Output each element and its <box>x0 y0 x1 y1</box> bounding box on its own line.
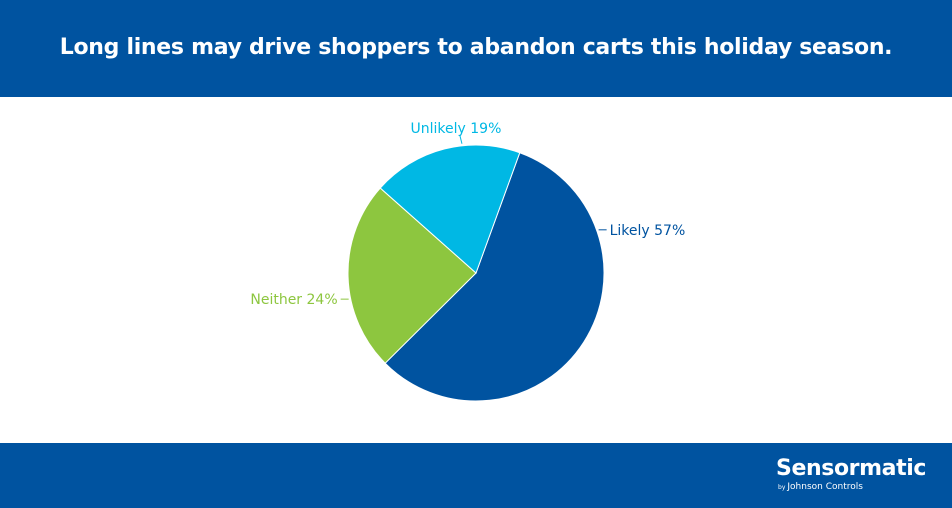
data-label-unlikely: Unlikely 19% <box>411 121 502 137</box>
footer-banner: Sensormatic by Johnson Controls <box>0 443 952 508</box>
sensormatic-logo: Sensormatic by Johnson Controls <box>776 457 926 494</box>
logo-by: by <box>778 484 786 491</box>
logo-text: Sensormatic <box>776 456 926 481</box>
chart-title: Long lines may drive shoppers to abandon… <box>59 35 893 60</box>
pie-slice-neither <box>347 187 477 364</box>
pie-chart: Likely 57% Neither 24% Unlikely 19% <box>250 121 686 402</box>
pie-slice-unlikely <box>379 144 521 274</box>
data-label-likely: Likely 57% <box>610 223 686 239</box>
logo-subtext: by Johnson Controls <box>778 481 926 494</box>
pie-slice-likely <box>384 152 605 402</box>
data-label-neither: Neither 24% <box>250 292 337 308</box>
header-banner: Long lines may drive shoppers to abandon… <box>0 0 952 97</box>
logo-company: Johnson Controls <box>787 482 863 492</box>
leader-line-unlikely <box>459 135 463 144</box>
chart-area: Likely 57% Neither 24% Unlikely 19% <box>0 97 952 443</box>
